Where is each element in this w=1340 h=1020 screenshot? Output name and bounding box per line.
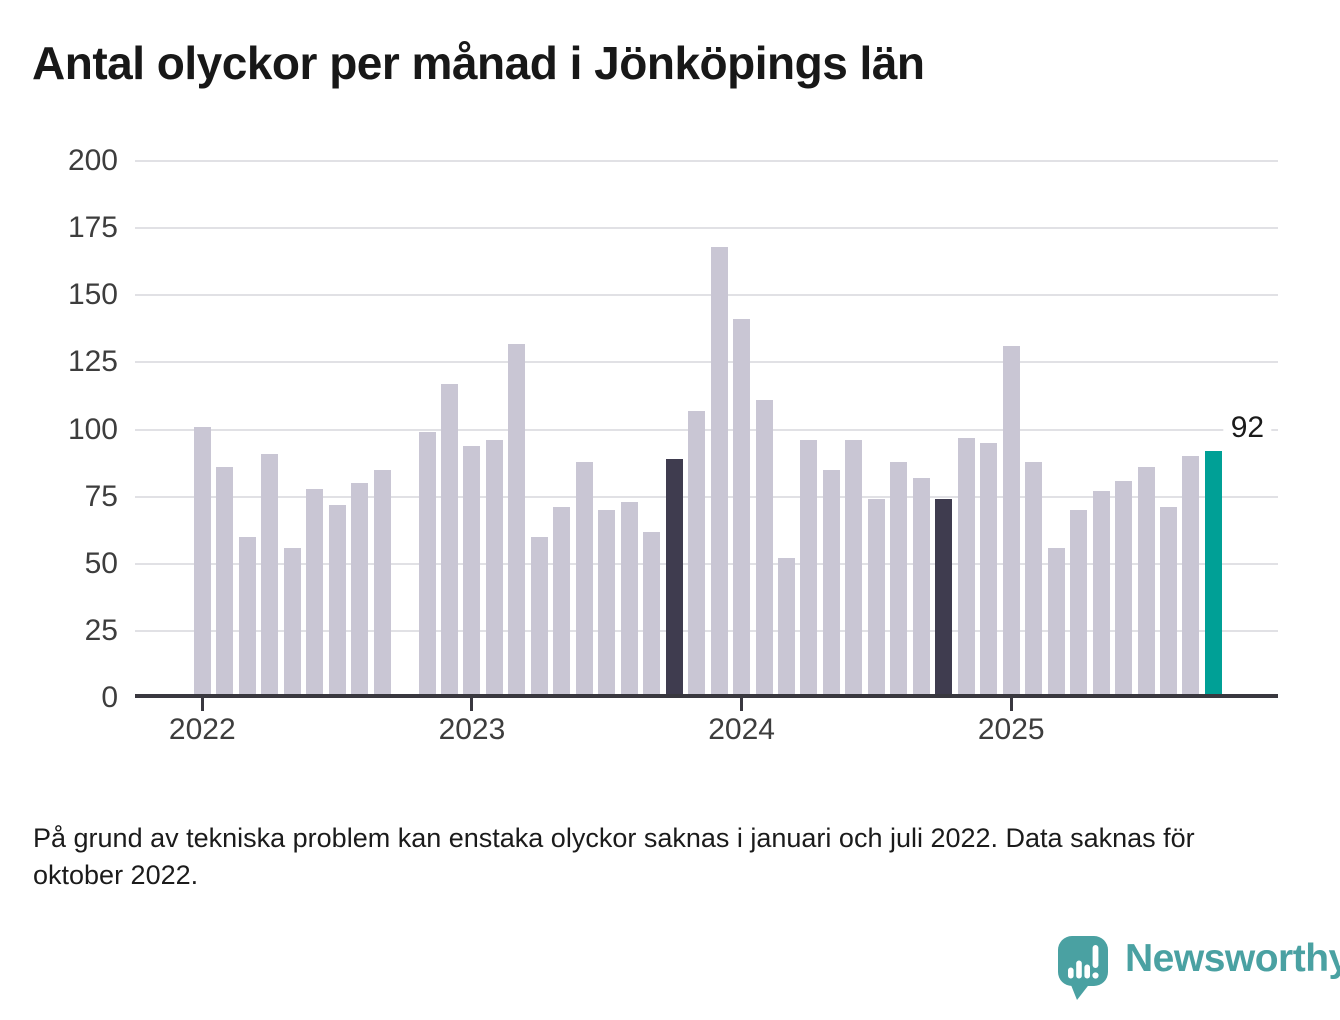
bar-2024-05 — [822, 469, 840, 698]
logo-bar-medium — [1084, 964, 1090, 979]
bar-2024-10 — [935, 499, 953, 698]
x-axis-tick-2022 — [200, 698, 204, 711]
bar-2023-04 — [530, 536, 548, 698]
y-axis-label-50: 50 — [84, 546, 118, 580]
bar-2025-08 — [1160, 507, 1177, 698]
gridline-175 — [135, 227, 1278, 230]
footnote-line-1: På grund av tekniska problem kan enstaka… — [33, 823, 1195, 853]
y-axis-label-200: 200 — [67, 144, 118, 177]
bar-2024-02 — [755, 399, 773, 698]
bar-2023-05 — [553, 507, 571, 698]
bar-2023-02 — [485, 440, 503, 698]
footnote-line-2: oktober 2022. — [33, 860, 199, 890]
gridline-150 — [135, 294, 1278, 297]
bar-2025-01 — [1002, 346, 1020, 698]
y-axis-label-75: 75 — [84, 479, 118, 513]
bar-2023-10 — [665, 459, 683, 698]
gridline-75 — [135, 495, 1278, 498]
x-axis-line — [135, 694, 1278, 698]
y-axis-label-150: 150 — [67, 278, 118, 312]
logo-exclamation-dot — [1092, 972, 1099, 979]
bar-2022-06 — [306, 488, 324, 698]
logo-exclamation-bar — [1092, 945, 1099, 968]
bar-2022-07 — [328, 504, 346, 698]
bar-2023-06 — [575, 461, 593, 698]
bar-2024-09 — [912, 477, 930, 698]
x-axis-label-2023: 2023 — [438, 713, 506, 746]
bar-2022-04 — [261, 453, 279, 698]
bar-2025-03 — [1047, 547, 1065, 698]
gridline-25 — [135, 629, 1278, 632]
bar-2022-08 — [351, 483, 369, 698]
bar-2022-02 — [216, 467, 234, 698]
bar-2024-01 — [733, 319, 751, 698]
bar-2022-12 — [440, 383, 458, 698]
bar-2025-10 — [1204, 450, 1222, 698]
y-axis-label-100: 100 — [67, 412, 118, 446]
gridline-100 — [135, 428, 1278, 431]
bar-2022-03 — [238, 536, 256, 698]
newsworthy-speech-bubble-bar-chart-icon — [1058, 936, 1108, 1000]
bar-2025-09 — [1182, 456, 1200, 698]
logo-bar-short — [1068, 967, 1074, 979]
bar-2024-08 — [890, 461, 908, 698]
bar-2025-05 — [1092, 491, 1110, 698]
y-axis-label-0: 0 — [101, 681, 118, 714]
bar-2022-05 — [283, 547, 301, 698]
bar-2025-02 — [1025, 461, 1043, 698]
x-axis-tick-2024 — [740, 698, 744, 711]
bar-2023-12 — [710, 246, 728, 698]
x-axis-label-2022: 2022 — [168, 713, 236, 746]
bar-2023-03 — [508, 343, 526, 698]
bar-2024-12 — [980, 442, 998, 698]
gridline-50 — [135, 562, 1278, 565]
bar-2022-11 — [418, 432, 436, 698]
bar-2022-09 — [373, 469, 391, 698]
bar-2025-06 — [1115, 480, 1133, 698]
logo-bar-tall — [1076, 960, 1082, 979]
x-axis-label-2024: 2024 — [708, 713, 775, 746]
y-axis-label-175: 175 — [67, 211, 118, 245]
page-title: Antal olyckor per månad i Jönköpings län — [32, 37, 925, 89]
bar-2025-04 — [1070, 510, 1088, 698]
newsworthy-logo-text: Newsworthy — [1125, 937, 1340, 980]
gridline-125 — [135, 361, 1278, 364]
bar-2024-03 — [778, 558, 796, 698]
latest-value-annotation: 92 — [1223, 413, 1272, 443]
bar-2024-04 — [800, 440, 818, 698]
bar-2024-07 — [867, 499, 885, 698]
bar-2023-07 — [598, 510, 616, 698]
bar-2025-07 — [1137, 467, 1155, 698]
bar-2023-09 — [643, 531, 661, 698]
bar-2022-01 — [193, 426, 211, 698]
chart-footnote: På grund av tekniska problem kan enstaka… — [33, 820, 1195, 894]
gridline-200 — [135, 160, 1278, 162]
x-axis-label-2025: 2025 — [977, 713, 1045, 746]
bar-2023-08 — [620, 501, 638, 698]
x-axis-tick-2025 — [1009, 698, 1013, 711]
bar-2024-11 — [957, 437, 975, 698]
bar-2023-01 — [463, 445, 481, 698]
y-axis-label-25: 25 — [84, 613, 118, 647]
bar-2024-06 — [845, 440, 863, 698]
x-axis-tick-2023 — [470, 698, 474, 711]
y-axis-label-125: 125 — [67, 345, 118, 379]
bar-2023-11 — [688, 410, 706, 698]
newsworthy-logo: Newsworthy — [1058, 936, 1340, 1002]
